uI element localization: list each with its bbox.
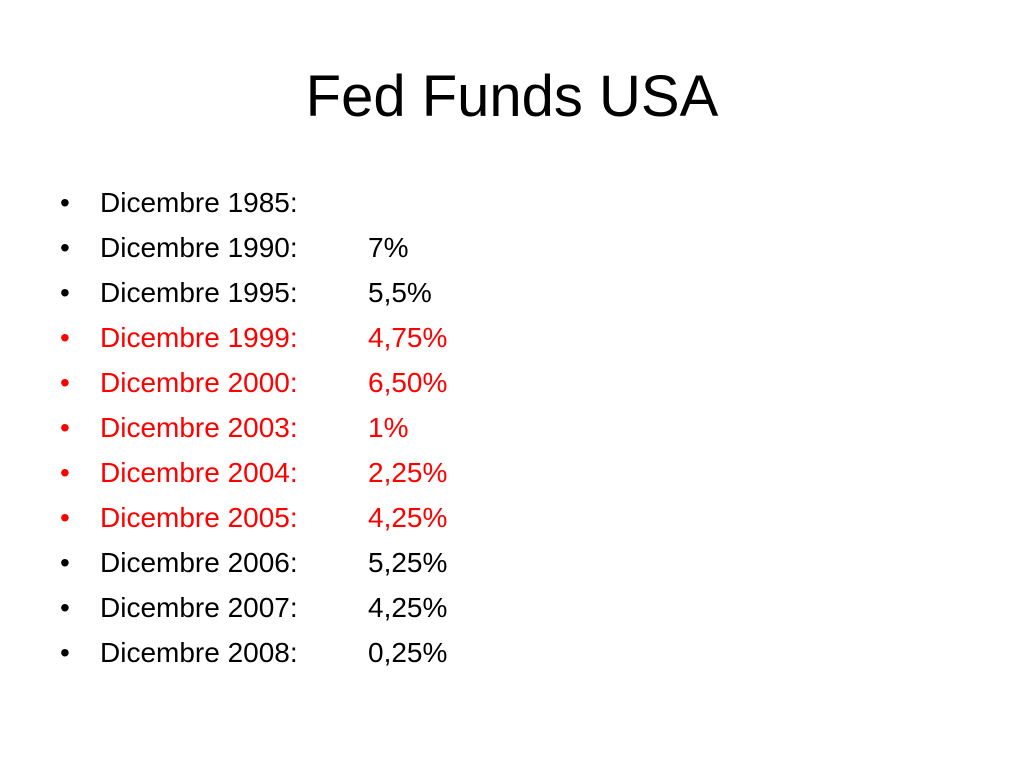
list-item: • Dicembre 2003: 1% — [60, 405, 447, 450]
date-label: Dicembre 1995: — [100, 277, 298, 308]
date-label: Dicembre 2006: — [100, 547, 298, 578]
bullet-icon: • — [60, 592, 70, 623]
rate-value: 7% — [368, 232, 409, 263]
bullet-icon: • — [60, 232, 70, 263]
list-item: • Dicembre 1990: 7% — [60, 225, 447, 270]
rate-value: 5,5% — [368, 277, 432, 308]
date-label: Dicembre 2008: — [100, 637, 298, 668]
list-item: • Dicembre 2000: 6,50% — [60, 360, 447, 405]
date-label: Dicembre 1990: — [100, 232, 298, 263]
bullet-icon: • — [60, 457, 70, 488]
date-label: Dicembre 2004: — [100, 457, 298, 488]
date-label: Dicembre 2007: — [100, 592, 298, 623]
rate-value: 4,25% — [368, 592, 448, 623]
list-item: • Dicembre 1999: 4,75% — [60, 315, 447, 360]
list-item: • Dicembre 2006: 5,25% — [60, 540, 447, 585]
list-item: • Dicembre 1995: 5,5% — [60, 270, 447, 315]
date-label: Dicembre 2003: — [100, 412, 298, 443]
rate-value: 0,25% — [368, 637, 448, 668]
bullet-icon: • — [60, 637, 70, 668]
rate-value: 5,25% — [368, 547, 448, 578]
date-label: Dicembre 2000: — [100, 367, 298, 398]
date-label: Dicembre 1999: — [100, 322, 298, 353]
slide-title: Fed Funds USA — [305, 64, 719, 129]
rate-value: 6,50% — [368, 367, 448, 398]
rate-value: 4,75% — [368, 322, 448, 353]
rate-list: • Dicembre 1985: • Dicembre 1990: 7% • D… — [60, 180, 447, 675]
rate-value: 1% — [368, 412, 409, 443]
list-item: • Dicembre 1985: — [60, 180, 447, 225]
list-item: • Dicembre 2007: 4,25% — [60, 585, 447, 630]
bullet-icon: • — [60, 187, 70, 218]
rate-value: 4,25% — [368, 502, 448, 533]
date-label: Dicembre 1985: — [100, 187, 298, 218]
bullet-icon: • — [60, 547, 70, 578]
bullet-icon: • — [60, 322, 70, 353]
date-label: Dicembre 2005: — [100, 502, 298, 533]
list-item: • Dicembre 2004: 2,25% — [60, 450, 447, 495]
bullet-icon: • — [60, 367, 70, 398]
bullet-icon: • — [60, 277, 70, 308]
bullet-icon: • — [60, 412, 70, 443]
rate-value: 2,25% — [368, 457, 448, 488]
list-item: • Dicembre 2008: 0,25% — [60, 630, 447, 675]
list-item: • Dicembre 2005: 4,25% — [60, 495, 447, 540]
bullet-icon: • — [60, 502, 70, 533]
